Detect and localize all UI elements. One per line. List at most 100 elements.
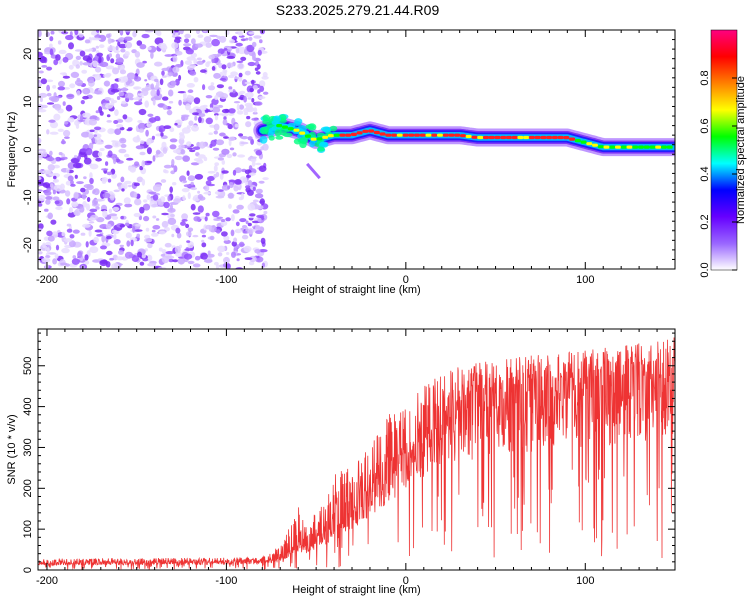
noise-speckle	[215, 195, 225, 199]
noise-speckle	[192, 146, 201, 150]
noise-speckle	[187, 192, 191, 200]
noise-speckle	[124, 222, 130, 227]
colorbar	[710, 29, 738, 271]
noise-speckle	[189, 70, 197, 76]
noise-speckle	[244, 257, 253, 260]
noise-speckle	[70, 71, 80, 78]
noise-speckle	[217, 245, 226, 253]
noise-speckle	[111, 140, 117, 143]
noise-speckle	[169, 144, 177, 150]
y-axis-label: Frequency (Hz)	[6, 112, 18, 188]
noise-speckle	[113, 189, 120, 193]
noise-speckle	[147, 262, 157, 267]
noise-speckle	[124, 41, 133, 49]
noise-speckle	[232, 152, 237, 157]
noise-speckle	[68, 207, 73, 214]
noise-speckle	[46, 230, 53, 237]
noise-speckle	[147, 113, 154, 118]
noise-speckle	[217, 53, 222, 57]
noise-speckle	[38, 148, 46, 152]
noise-speckle	[190, 187, 197, 191]
noise-speckle	[151, 232, 159, 237]
noise-speckle	[186, 141, 192, 147]
noise-speckle	[221, 64, 227, 70]
noise-speckle	[110, 88, 120, 93]
noise-speckle	[186, 83, 195, 88]
signal-blob	[268, 135, 275, 141]
noise-speckle	[205, 61, 210, 68]
noise-speckle	[195, 30, 201, 35]
noise-speckle	[114, 109, 119, 116]
noise-speckle	[143, 215, 150, 222]
noise-speckle	[247, 61, 256, 67]
noise-speckle	[139, 151, 146, 156]
noise-speckle	[262, 71, 268, 78]
noise-speckle	[97, 151, 103, 157]
signal-spur	[306, 162, 321, 180]
signal-peak	[454, 133, 461, 137]
noise-speckle	[57, 86, 66, 91]
noise-speckle	[205, 117, 213, 125]
noise-speckle	[227, 192, 234, 199]
noise-speckle	[192, 263, 201, 268]
noise-speckle	[136, 62, 145, 68]
noise-speckle	[58, 152, 63, 156]
noise-speckle	[116, 96, 121, 100]
noise-speckle	[235, 42, 243, 47]
noise-speckle	[205, 42, 212, 48]
noise-speckle	[85, 241, 89, 248]
noise-speckle	[105, 161, 109, 166]
signal-peak	[356, 131, 363, 135]
noise-speckle	[150, 89, 157, 97]
noise-speckle	[165, 255, 175, 259]
noise-speckle	[113, 233, 117, 241]
noise-speckle	[184, 60, 192, 65]
noise-speckle	[223, 48, 228, 51]
noise-speckle	[124, 180, 132, 185]
noise-speckle	[73, 191, 79, 199]
noise-speckle	[217, 252, 223, 257]
noise-speckle	[214, 191, 221, 195]
noise-speckle	[120, 48, 126, 53]
noise-speckle	[192, 212, 201, 215]
noise-speckle	[82, 95, 89, 100]
noise-speckle	[253, 35, 262, 39]
noise-speckle	[214, 113, 219, 116]
noise-speckle	[62, 56, 69, 63]
noise-speckle	[167, 195, 171, 202]
noise-speckle	[242, 225, 248, 229]
snr-area	[38, 337, 675, 570]
noise-speckle	[67, 162, 75, 170]
noise-speckle	[167, 72, 174, 77]
noise-speckle	[257, 49, 262, 56]
noise-speckle	[194, 255, 201, 261]
noise-speckle	[104, 144, 113, 149]
noise-speckle	[58, 49, 67, 55]
noise-speckle	[176, 232, 182, 239]
noise-speckle	[80, 114, 84, 122]
noise-speckle	[75, 55, 82, 61]
noise-speckle	[231, 251, 236, 258]
noise-speckle	[101, 168, 109, 171]
noise-speckle	[181, 213, 189, 221]
noise-speckle	[128, 184, 132, 188]
noise-speckle	[214, 162, 220, 167]
noise-speckle	[57, 128, 64, 132]
noise-speckle	[202, 59, 206, 63]
noise-speckle	[45, 196, 53, 200]
noise-speckle	[45, 199, 51, 205]
noise-speckle	[84, 39, 91, 44]
noise-speckle	[105, 102, 114, 109]
signal-peak	[448, 133, 455, 137]
noise-speckle	[72, 255, 77, 259]
noise-speckle	[207, 170, 216, 174]
noise-speckle	[75, 64, 81, 69]
noise-speckle	[223, 136, 229, 139]
noise-speckle	[172, 55, 178, 63]
noise-speckle	[69, 234, 75, 239]
noise-speckle	[163, 201, 170, 209]
noise-speckle	[256, 214, 265, 218]
noise-speckle	[101, 177, 109, 183]
noise-speckle	[223, 239, 231, 244]
noise-speckle	[148, 191, 157, 195]
